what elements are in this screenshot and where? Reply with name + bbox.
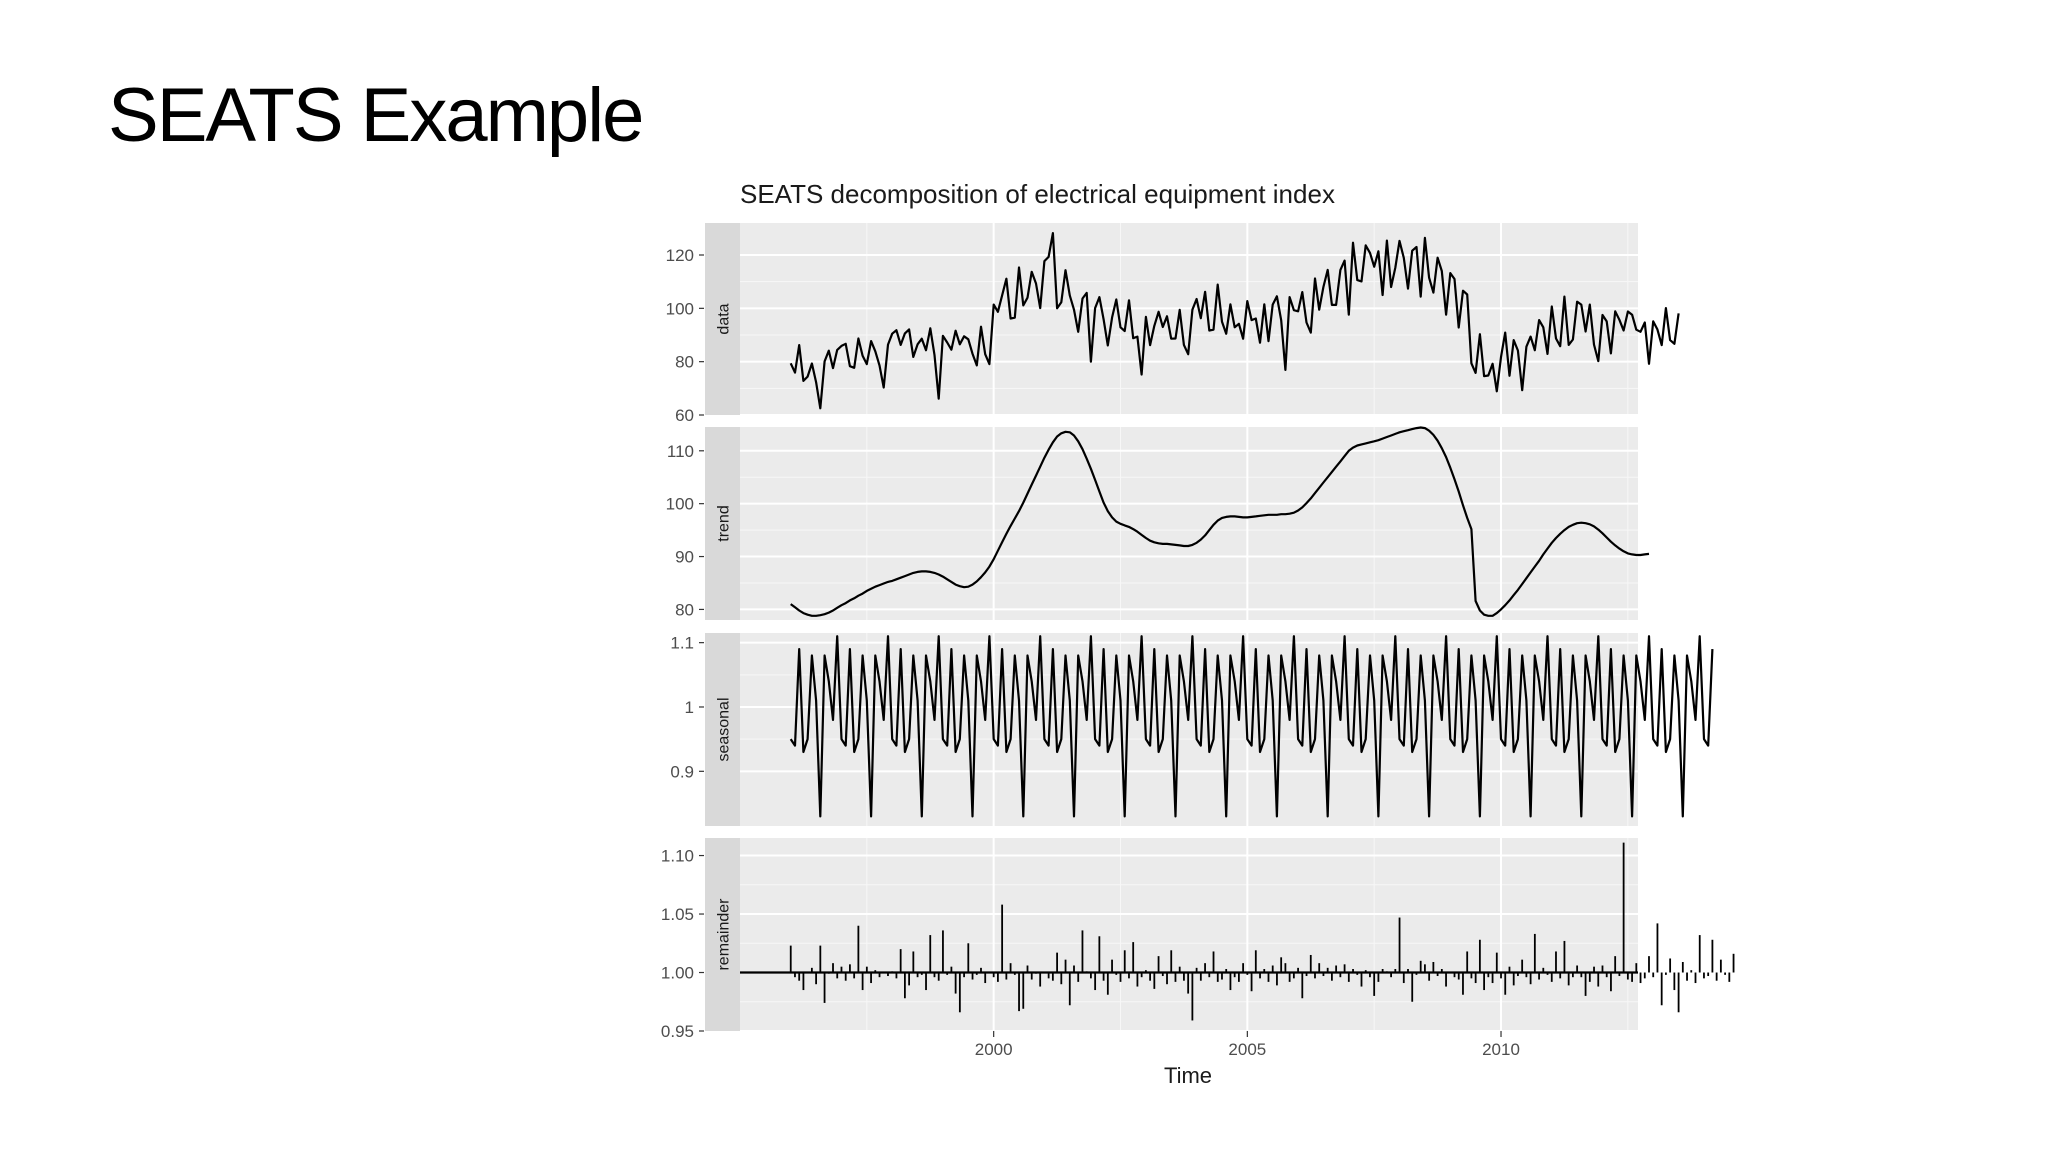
chart-panels: 60 80 100 120 data 80 90 100 110 trend 0.9 1 1.1 seas…	[661, 223, 1735, 1041]
x-tick-label: 2010	[1482, 1040, 1520, 1059]
chart-title: SEATS decomposition of electrical equipm…	[740, 179, 1335, 209]
panel-background	[740, 223, 1638, 415]
strip-background	[705, 427, 740, 620]
panel-background	[740, 838, 1638, 1031]
slide-title: SEATS Example	[108, 73, 644, 158]
panel-remainder: 0.95 1.00 1.05 1.10 remainder	[661, 838, 1735, 1041]
strip-background	[705, 838, 740, 1031]
y-tick-label: 80	[675, 353, 694, 372]
strip-label-trend: trend	[716, 505, 733, 541]
y-tick-label: 100	[666, 299, 694, 318]
panel-data: 60 80 100 120 data	[666, 223, 1680, 425]
y-tick-label: 60	[675, 406, 694, 425]
y-tick-label: 100	[666, 495, 694, 514]
panel-background	[740, 427, 1638, 620]
y-tick-label: 1.1	[670, 634, 694, 653]
x-axis: 2000 2005 2010	[975, 1031, 1520, 1059]
strip-label-data: data	[716, 303, 733, 334]
y-tick-label: 1.00	[661, 964, 694, 983]
x-tick-label: 2005	[1228, 1040, 1266, 1059]
seasonal-series-line	[789, 635, 1714, 818]
panel-trend: 80 90 100 110 trend	[666, 426, 1650, 620]
x-axis-title: Time	[1164, 1063, 1212, 1088]
panel-seasonal: 0.9 1 1.1 seasonal	[670, 633, 1714, 826]
data-series-line	[789, 232, 1680, 410]
x-tick-label: 2000	[975, 1040, 1013, 1059]
strip-background	[705, 633, 740, 826]
strip-label-remainder: remainder	[716, 898, 733, 971]
y-tick-label: 1.10	[661, 847, 694, 866]
y-tick-label: 120	[666, 246, 694, 265]
y-tick-label: 90	[675, 548, 694, 567]
y-tick-label: 80	[675, 600, 694, 619]
y-tick-label: 110	[667, 442, 694, 461]
strip-label-seasonal: seasonal	[716, 697, 733, 761]
y-tick-label: 1	[685, 698, 694, 717]
trend-series-line	[790, 426, 1650, 617]
y-tick-label: 1.05	[661, 905, 694, 924]
strip-background	[705, 223, 740, 415]
y-tick-label: 0.95	[661, 1022, 694, 1041]
y-tick-label: 0.9	[670, 762, 694, 781]
